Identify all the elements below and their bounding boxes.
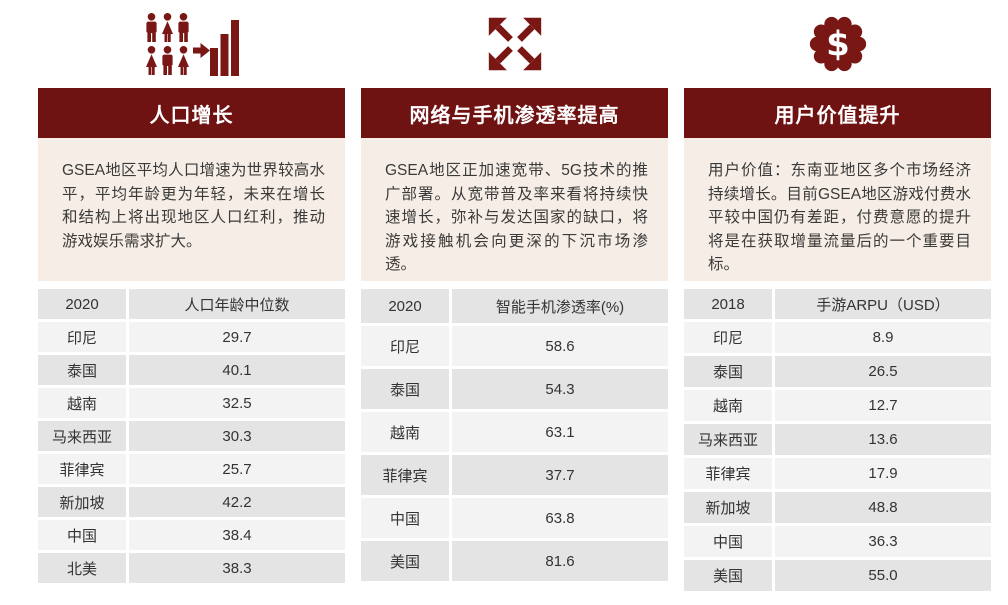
metric-value: 26.5 (868, 363, 898, 380)
metric-value: 29.7 (222, 328, 252, 346)
region-label: 泰国 (712, 364, 743, 381)
smartphone-penetration-table: 2020 智能手机渗透率(%) 印尼 58.6 泰国 54.3 越南 63.1 菲律宾 37.7 中… (358, 286, 671, 584)
pillar-penetration: 网络与手机渗透率提高 GSEA地区正加速宽带、5G技术的推广部署。从宽带普及率来… (361, 0, 668, 605)
metric-value: 63.1 (545, 423, 575, 441)
table-header-row: 2020 人口年龄中位数 (38, 289, 345, 319)
section-title-population: 人口增长 (38, 88, 345, 138)
table-header-year: 2018 (711, 295, 745, 313)
table-row: 菲律宾 17.9 (684, 458, 991, 489)
metric-value: 12.7 (868, 397, 898, 414)
table-header-metric: 人口年龄中位数 (184, 296, 290, 314)
region-label: 印尼 (66, 329, 97, 347)
metric-value: 38.4 (222, 526, 252, 544)
table-row: 印尼 29.7 (38, 322, 345, 352)
section-description-user-value: 用户价值：东南亚地区多个市场经济持续增长。目前GSEA地区游戏付费水平较中国仍有… (684, 138, 991, 281)
table-header-row: 2020 智能手机渗透率(%) (361, 289, 668, 323)
table-row: 新加坡 42.2 (38, 487, 345, 517)
metric-value: 63.8 (545, 509, 575, 527)
metric-value: 48.8 (868, 499, 898, 516)
table-row: 菲律宾 37.7 (361, 455, 668, 495)
table-row: 北美 38.3 (38, 553, 345, 583)
region-label: 马来西亚 (51, 428, 112, 446)
region-label: 中国 (712, 534, 743, 551)
table-row: 泰国 26.5 (684, 356, 991, 387)
pillar-population-growth: 人口增长 GSEA地区平均人口增速为世界较高水平，平均年龄更为年轻，未来在增长和… (38, 0, 345, 605)
metric-value: 54.3 (545, 380, 575, 398)
expand-arrows-icon (488, 17, 541, 71)
region-label: 泰国 (389, 381, 420, 399)
metric-value: 30.3 (222, 427, 252, 445)
table-row: 中国 38.4 (38, 520, 345, 550)
metric-value: 8.9 (872, 329, 894, 346)
region-label: 新加坡 (59, 494, 105, 512)
table-row: 越南 63.1 (361, 412, 668, 452)
table-header-year: 2020 (388, 297, 422, 315)
region-label: 菲律宾 (382, 467, 428, 485)
table-row: 马来西亚 13.6 (684, 424, 991, 455)
table-header-year: 2020 (65, 295, 99, 313)
metric-value: 36.3 (868, 533, 898, 550)
metric-value: 25.7 (222, 460, 252, 478)
dollar-badge-icon: $ (809, 16, 866, 72)
table-header-metric: 智能手机渗透率(%) (495, 298, 625, 316)
region-label: 菲律宾 (705, 466, 751, 483)
region-label: 泰国 (66, 362, 97, 380)
region-label: 美国 (712, 568, 743, 585)
table-header-row: 2018 手游ARPU（USD） (684, 289, 991, 319)
population-median-age-table: 2020 人口年龄中位数印尼 29.7 泰国 40.1 越南 32.5 马来西亚 30.3 菲律宾… (35, 286, 348, 586)
section-description-population: GSEA地区平均人口增速为世界较高水平，平均年龄更为年轻，未来在增长和结构上将出… (38, 138, 345, 281)
section-title-penetration: 网络与手机渗透率提高 (361, 88, 668, 138)
table-row: 美国 55.0 (684, 560, 991, 591)
svg-text:$: $ (826, 25, 850, 65)
region-label: 印尼 (712, 330, 743, 347)
table-row: 新加坡 48.8 (684, 492, 991, 523)
table-header-metric: 手游ARPU（USD） (816, 296, 950, 314)
table-row: 马来西亚 30.3 (38, 421, 345, 451)
metric-value: 38.3 (222, 559, 252, 577)
region-label: 北美 (66, 560, 97, 578)
section-description-penetration: GSEA地区正加速宽带、5G技术的推广部署。从宽带普及率来看将持续快速增长，弥补… (361, 138, 668, 281)
metric-value: 55.0 (868, 567, 898, 584)
region-label: 美国 (389, 553, 420, 571)
table-row: 美国 81.6 (361, 541, 668, 581)
metric-value: 17.9 (868, 465, 898, 482)
metric-value: 42.2 (222, 493, 252, 511)
icon-zone: $ (684, 0, 991, 88)
metric-value: 81.6 (545, 552, 575, 570)
table-row: 越南 12.7 (684, 390, 991, 421)
metric-value: 58.6 (545, 337, 575, 355)
pillar-user-value: $ 用户价值提升 用户价值：东南亚地区多个市场经济持续增长。目前GSEA地区游戏… (684, 0, 991, 605)
table-row: 中国 63.8 (361, 498, 668, 538)
metric-value: 37.7 (545, 466, 575, 484)
population-growth-icon (145, 13, 239, 76)
metric-value: 32.5 (222, 394, 252, 412)
table-row: 印尼 8.9 (684, 322, 991, 353)
table-row: 中国 36.3 (684, 526, 991, 557)
region-label: 越南 (389, 424, 420, 442)
mobile-arpu-table: 2018 手游ARPU（USD） 印尼 8.9 泰国 26.5 越南 12.7 马来西亚 13.6… (681, 286, 994, 594)
table-row: 泰国 40.1 (38, 355, 345, 385)
section-title-user-value: 用户价值提升 (684, 88, 991, 138)
table-row: 印尼 58.6 (361, 326, 668, 366)
region-label: 越南 (66, 395, 97, 413)
region-label: 越南 (712, 398, 743, 415)
table-row: 越南 32.5 (38, 388, 345, 418)
metric-value: 40.1 (222, 361, 252, 379)
region-label: 印尼 (389, 338, 420, 356)
table-row: 泰国 54.3 (361, 369, 668, 409)
region-label: 中国 (389, 510, 420, 528)
region-label: 马来西亚 (697, 432, 758, 449)
region-label: 新加坡 (705, 500, 751, 517)
metric-value: 13.6 (868, 431, 898, 448)
icon-zone (38, 0, 345, 88)
region-label: 菲律宾 (59, 461, 105, 479)
region-label: 中国 (66, 527, 97, 545)
icon-zone (361, 0, 668, 88)
table-row: 菲律宾 25.7 (38, 454, 345, 484)
